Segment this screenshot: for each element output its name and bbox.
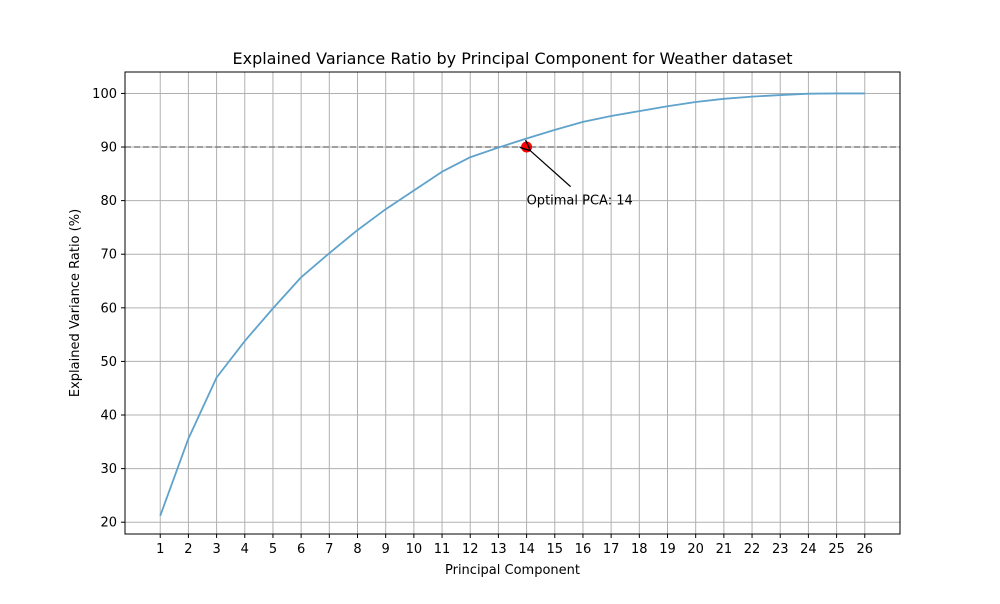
chart-title: Explained Variance Ratio by Principal Co… xyxy=(232,49,792,68)
y-tick-label: 80 xyxy=(100,194,117,209)
x-tick-label: 11 xyxy=(434,542,451,557)
y-tick-label: 30 xyxy=(100,462,117,477)
y-tick-label: 60 xyxy=(100,301,117,316)
x-axis-label: Principal Component xyxy=(445,563,580,578)
x-tick-label: 1 xyxy=(156,542,164,557)
x-tick-label: 2 xyxy=(184,542,192,557)
x-tick-label: 25 xyxy=(828,542,845,557)
x-tick-label: 3 xyxy=(212,542,220,557)
x-tick-label: 26 xyxy=(856,542,873,557)
y-axis-ticks: 20 30 40 50 60 70 80 90 100 xyxy=(92,87,125,531)
x-tick-label: 9 xyxy=(382,542,390,557)
x-tick-label: 5 xyxy=(269,542,277,557)
series-line xyxy=(159,92,865,517)
x-tick-label: 20 xyxy=(687,542,704,557)
x-axis-ticks: 1 2 3 4 5 6 7 8 9 10 11 12 13 14 15 16 17 18 19 20 21 22 23 24 2… xyxy=(156,534,873,557)
x-tick-label: 23 xyxy=(772,542,789,557)
y-tick-label: 90 xyxy=(100,141,117,156)
x-tick-label: 7 xyxy=(325,542,333,557)
x-tick-label: 22 xyxy=(744,542,761,557)
grid-layer xyxy=(125,72,900,534)
x-tick-label: 8 xyxy=(353,542,361,557)
x-tick-label: 6 xyxy=(297,542,305,557)
y-tick-label: 50 xyxy=(100,355,117,370)
x-tick-label: 15 xyxy=(546,542,563,557)
x-tick-label: 10 xyxy=(406,542,423,557)
x-tick-label: 14 xyxy=(518,542,535,557)
annotation-label: Optimal PCA: 14 xyxy=(527,194,633,209)
x-tick-label: 16 xyxy=(575,542,592,557)
plot-frame xyxy=(124,71,901,535)
x-tick-label: 18 xyxy=(631,542,648,557)
x-tick-label: 17 xyxy=(603,542,620,557)
annotation-arrow xyxy=(530,150,571,188)
x-tick-label: 4 xyxy=(241,542,249,557)
y-tick-label: 100 xyxy=(92,87,117,102)
y-tick-label: 20 xyxy=(100,516,117,531)
x-tick-label: 19 xyxy=(659,542,676,557)
x-tick-label: 24 xyxy=(800,542,817,557)
y-tick-label: 70 xyxy=(100,248,117,263)
x-tick-label: 13 xyxy=(490,542,507,557)
y-tick-label: 40 xyxy=(100,409,117,424)
x-tick-label: 21 xyxy=(716,542,733,557)
y-axis-label: Explained Variance Ratio (%) xyxy=(68,209,83,397)
x-tick-label: 12 xyxy=(462,542,479,557)
